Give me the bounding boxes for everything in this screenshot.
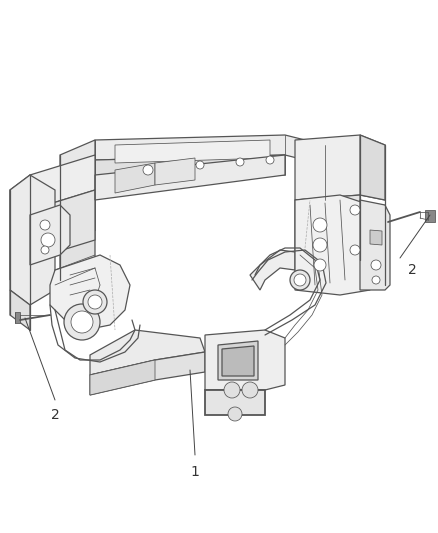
Circle shape	[371, 260, 381, 270]
Polygon shape	[95, 155, 285, 200]
Circle shape	[350, 245, 360, 255]
Polygon shape	[360, 135, 385, 200]
Circle shape	[314, 259, 326, 271]
Circle shape	[64, 304, 100, 340]
Circle shape	[290, 270, 310, 290]
Polygon shape	[90, 330, 205, 375]
Polygon shape	[50, 255, 130, 330]
Circle shape	[196, 161, 204, 169]
Polygon shape	[115, 140, 270, 163]
Polygon shape	[90, 360, 155, 395]
Circle shape	[143, 165, 153, 175]
Circle shape	[88, 295, 102, 309]
Polygon shape	[90, 352, 205, 395]
Polygon shape	[30, 190, 95, 260]
Circle shape	[372, 276, 380, 284]
Polygon shape	[370, 230, 382, 245]
Polygon shape	[60, 140, 95, 245]
Polygon shape	[205, 330, 285, 390]
Polygon shape	[30, 155, 95, 210]
Circle shape	[71, 311, 93, 333]
Circle shape	[350, 205, 360, 215]
Text: 2: 2	[51, 408, 60, 422]
Polygon shape	[95, 135, 325, 165]
Circle shape	[313, 218, 327, 232]
Polygon shape	[30, 205, 70, 265]
Polygon shape	[425, 210, 435, 222]
Polygon shape	[10, 175, 30, 280]
Polygon shape	[155, 158, 195, 185]
Circle shape	[224, 382, 240, 398]
Circle shape	[266, 156, 274, 164]
Polygon shape	[295, 135, 385, 200]
Circle shape	[41, 246, 49, 254]
Polygon shape	[222, 346, 254, 376]
Circle shape	[242, 382, 258, 398]
Polygon shape	[205, 390, 265, 415]
Polygon shape	[360, 200, 390, 290]
Polygon shape	[295, 195, 370, 295]
Polygon shape	[250, 250, 295, 290]
Polygon shape	[10, 175, 55, 305]
Polygon shape	[295, 195, 360, 265]
Polygon shape	[10, 290, 30, 330]
Circle shape	[41, 233, 55, 247]
Text: 1: 1	[191, 465, 199, 479]
Polygon shape	[60, 230, 95, 280]
Polygon shape	[95, 155, 285, 180]
Circle shape	[294, 274, 306, 286]
Circle shape	[83, 290, 107, 314]
Circle shape	[236, 158, 244, 166]
Polygon shape	[218, 341, 258, 380]
Polygon shape	[15, 312, 20, 323]
Text: 2: 2	[408, 263, 417, 277]
Circle shape	[313, 238, 327, 252]
Polygon shape	[115, 163, 155, 193]
Circle shape	[228, 407, 242, 421]
Circle shape	[40, 220, 50, 230]
